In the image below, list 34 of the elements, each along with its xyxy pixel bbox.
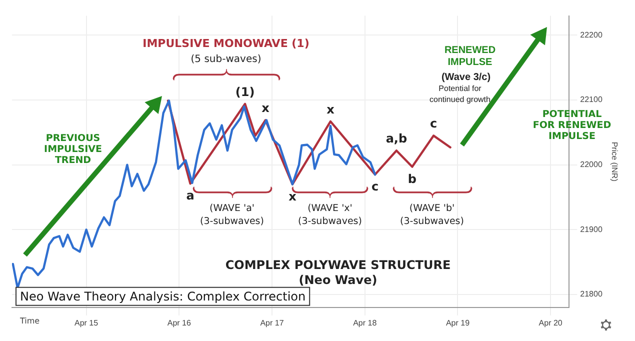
x-tick-label: Apr 15 — [74, 318, 99, 328]
annotation: COMPLEX POLYWAVE STRUCTURE (Neo Wave) — [225, 258, 451, 287]
y-tick-label: 21900 — [580, 224, 603, 234]
x-axis-title: Time — [19, 316, 40, 326]
annotation: (WAVE 'x' (3-subwaves) — [298, 203, 362, 227]
annotation: b — [408, 172, 417, 186]
annotation: PREVIOUS IMPULSIVE TREND — [44, 133, 102, 166]
annotation: IMPULSIVE MONOWAVE (1) — [142, 37, 310, 50]
y-tick-label: 22000 — [580, 160, 603, 170]
annotation: POTENTIAL FOR RENEWED IMPULSE — [532, 109, 612, 142]
annotation: x — [288, 189, 297, 204]
annotation: RENEWED IMPULSE — [444, 45, 496, 68]
y-axis-title: Price (INR) — [610, 142, 619, 182]
annotation: (1) — [235, 84, 255, 99]
x-tick-label: Apr 19 — [446, 318, 470, 328]
annotation: (WAVE 'b' (3-subwaves) — [400, 203, 464, 227]
y-tick-label: 21800 — [580, 290, 603, 299]
text: Neo Wave Theory Analysis: Complex Correction — [20, 289, 306, 304]
x-tick-label: Apr 20 — [538, 318, 563, 328]
annotation: c — [430, 116, 438, 131]
x-tick-label: Apr 17 — [260, 318, 284, 328]
y-tick-label: 22200 — [580, 30, 603, 40]
annotation: x — [262, 101, 270, 116]
y-tick-label: 22100 — [580, 95, 603, 104]
annotation: x — [326, 102, 335, 116]
annotation: Potential for continued growth — [430, 84, 490, 104]
annotation: a — [186, 188, 194, 203]
annotation: c — [371, 180, 379, 194]
annotation: (Wave 3/c) — [441, 72, 491, 83]
annotation: (WAVE 'a' (3-subwaves) — [200, 203, 264, 227]
x-tick-label: Apr 18 — [353, 318, 378, 328]
annotation: a,b — [386, 132, 408, 146]
annotation: (5 sub-waves) — [190, 54, 262, 65]
x-tick-label: Apr 16 — [167, 318, 192, 328]
